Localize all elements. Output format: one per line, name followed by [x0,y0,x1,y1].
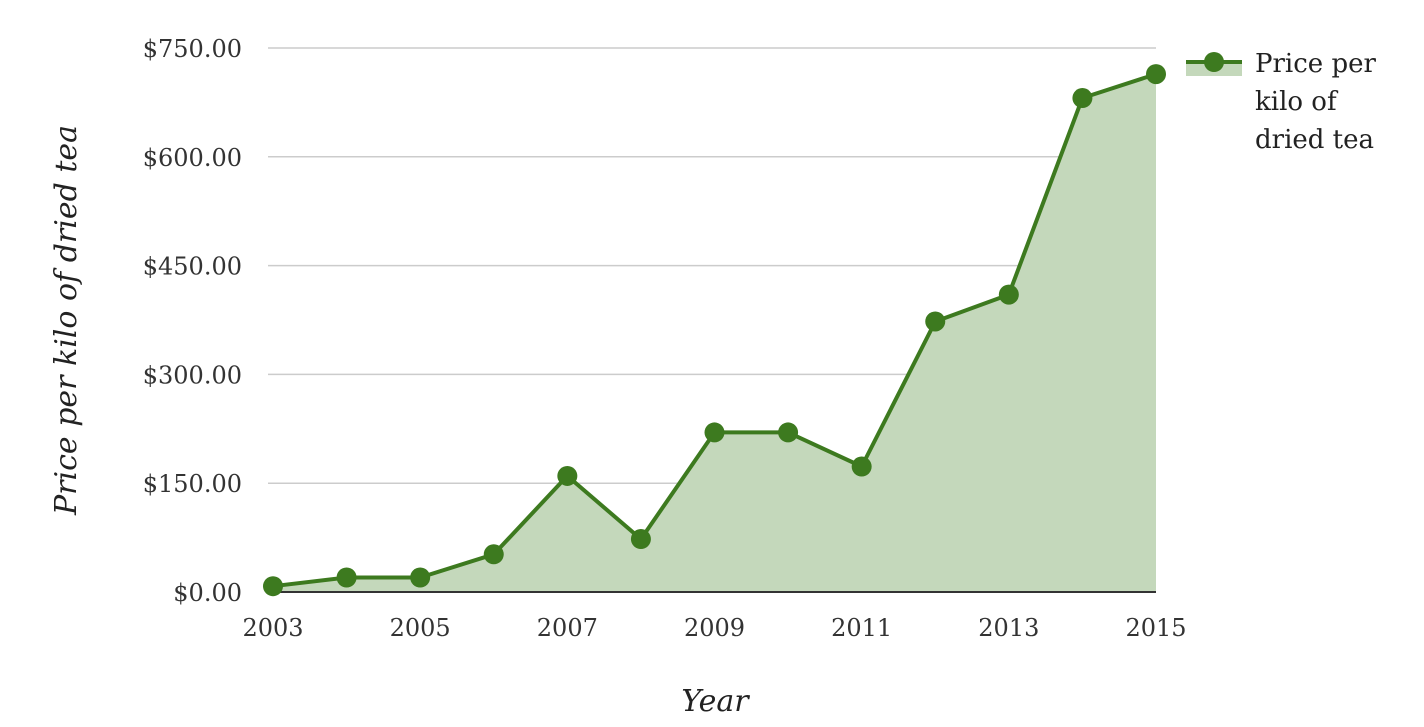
y-tick-label: $600.00 [143,144,242,172]
x-tick-label: 2015 [1125,614,1186,642]
data-point [704,422,725,443]
data-points [263,64,1166,597]
area-fill [273,74,1156,593]
legend: Price per kilo of dried tea [1186,49,1376,155]
data-point [851,456,872,477]
y-axis-ticks: $0.00 $150.00 $300.00 $450.00 $600.00 $750.00 [143,35,242,607]
x-tick-label: 2007 [537,614,598,642]
y-axis-title: Price per kilo of dried tea [49,125,84,516]
data-point [630,529,651,550]
x-axis-title: Year [681,684,750,719]
data-point [483,544,504,565]
x-axis-ticks: 2003 2005 2007 2009 2011 2013 2015 [242,614,1186,642]
data-point [998,284,1019,305]
legend-label: Price per kilo of dried tea [1255,49,1376,155]
data-point [263,576,283,597]
data-point [410,567,431,588]
x-tick-label: 2011 [831,614,892,642]
y-tick-label: $0.00 [173,579,242,607]
x-tick-label: 2013 [978,614,1039,642]
data-point [557,465,578,486]
x-tick-label: 2009 [684,614,745,642]
data-point [1072,88,1093,109]
y-tick-label: $750.00 [143,35,242,63]
y-tick-label: $450.00 [143,253,242,281]
data-point [1146,64,1166,85]
legend-marker [1204,52,1224,72]
x-tick-label: 2003 [242,614,303,642]
y-tick-label: $150.00 [143,470,242,498]
data-point [336,567,357,588]
data-point [778,422,799,443]
x-tick-label: 2005 [390,614,451,642]
data-point [925,311,946,332]
y-tick-label: $300.00 [143,361,242,389]
